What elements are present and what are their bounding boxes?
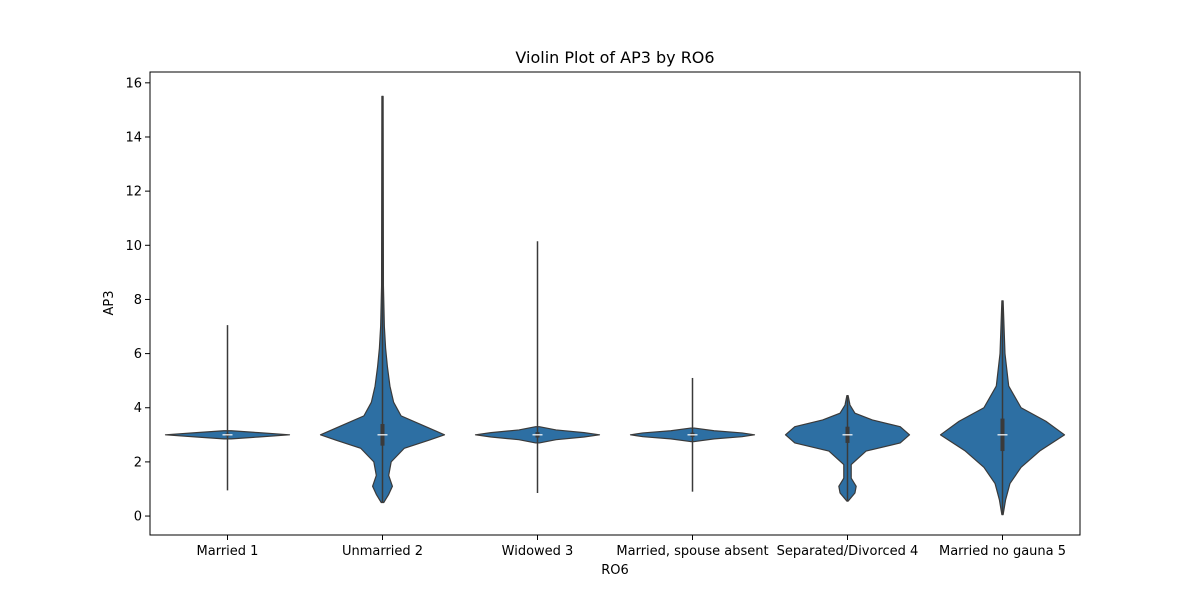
y-tick-label: 0: [134, 510, 142, 525]
y-axis-label: AP3: [102, 290, 117, 315]
x-tick-label: Married, spouse absent: [616, 544, 768, 559]
x-axis-label: RO6: [601, 563, 629, 578]
plot-frame: [149, 71, 1081, 536]
x-tick-label: Married 1: [197, 544, 259, 559]
y-tick-label: 14: [125, 130, 142, 145]
x-tick-label: Married no gauna 5: [939, 544, 1066, 559]
y-tick-label: 16: [125, 76, 142, 91]
x-tick-label: Widowed 3: [502, 544, 574, 559]
y-tick-label: 2: [134, 455, 142, 470]
x-tick-label: Separated/Divorced 4: [777, 544, 919, 559]
chart-title: Violin Plot of AP3 by RO6: [515, 48, 714, 67]
y-tick-label: 4: [134, 401, 142, 416]
y-tick-label: 12: [125, 185, 142, 200]
violins-layer: [164, 95, 1066, 516]
x-axis: Married 1 Unmarried 2 Widowed 3 Married, sp…: [197, 535, 1066, 559]
x-tick-label: Unmarried 2: [342, 544, 423, 559]
y-tick-label: 8: [134, 293, 142, 308]
y-tick-label: 10: [125, 239, 142, 254]
y-axis: 0 2 4 6 8 10 12 14 16: [125, 76, 150, 525]
y-tick-label: 6: [134, 347, 142, 362]
